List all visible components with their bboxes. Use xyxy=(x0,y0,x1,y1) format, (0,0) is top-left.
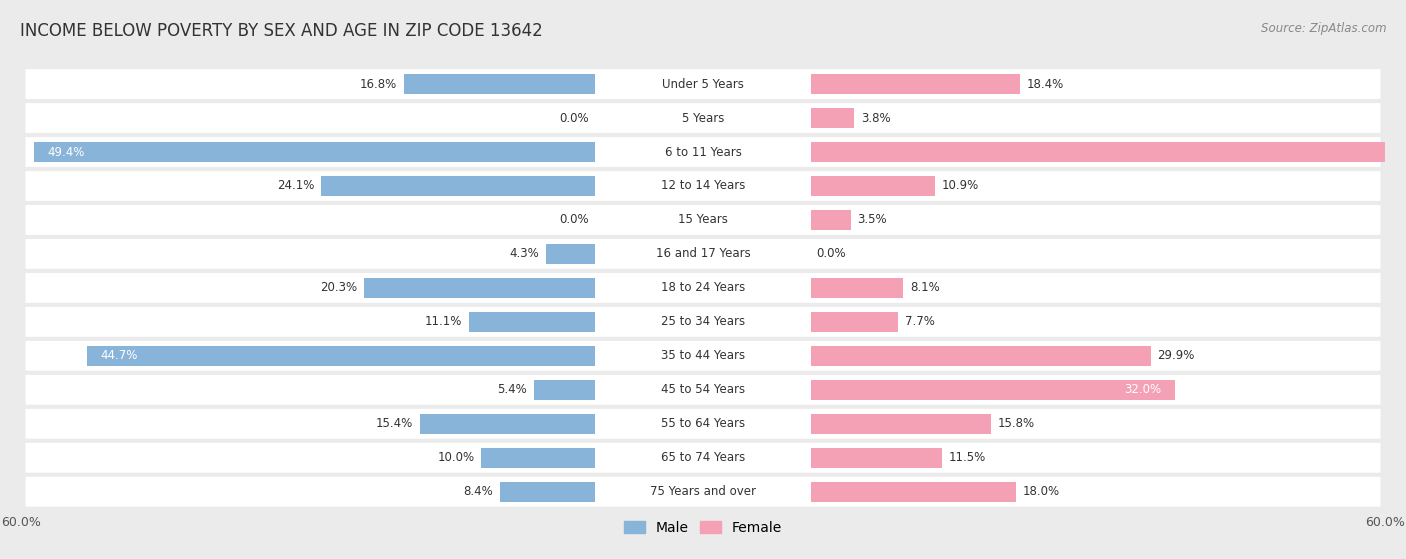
FancyBboxPatch shape xyxy=(24,272,1382,304)
Text: 15.8%: 15.8% xyxy=(997,417,1035,430)
Text: 24.1%: 24.1% xyxy=(277,179,315,192)
Text: 32.0%: 32.0% xyxy=(1123,383,1161,396)
FancyBboxPatch shape xyxy=(24,374,1382,406)
Text: 25 to 34 Years: 25 to 34 Years xyxy=(661,315,745,328)
Text: 44.7%: 44.7% xyxy=(101,349,138,362)
Text: 18.0%: 18.0% xyxy=(1022,485,1060,498)
Text: 45 to 54 Years: 45 to 54 Years xyxy=(661,383,745,396)
FancyBboxPatch shape xyxy=(24,170,1382,202)
Text: 8.4%: 8.4% xyxy=(463,485,492,498)
FancyBboxPatch shape xyxy=(24,306,1382,338)
Bar xyxy=(321,176,595,196)
Text: 65 to 74 Years: 65 to 74 Years xyxy=(661,451,745,464)
Text: 18 to 24 Years: 18 to 24 Years xyxy=(661,281,745,295)
Text: 15.4%: 15.4% xyxy=(375,417,413,430)
Bar xyxy=(404,74,595,94)
Text: 29.9%: 29.9% xyxy=(1157,349,1195,362)
Bar xyxy=(811,142,1406,162)
Bar xyxy=(468,312,595,332)
Bar xyxy=(420,414,595,434)
Bar xyxy=(811,278,903,298)
Text: 20.3%: 20.3% xyxy=(321,281,357,295)
Bar xyxy=(534,380,595,400)
Text: 0.0%: 0.0% xyxy=(817,248,846,260)
Bar xyxy=(811,380,1174,400)
Bar xyxy=(34,142,595,162)
Bar xyxy=(364,278,595,298)
FancyBboxPatch shape xyxy=(24,476,1382,508)
Text: INCOME BELOW POVERTY BY SEX AND AGE IN ZIP CODE 13642: INCOME BELOW POVERTY BY SEX AND AGE IN Z… xyxy=(20,22,543,40)
Text: 8.1%: 8.1% xyxy=(910,281,939,295)
Bar xyxy=(546,244,595,264)
Bar xyxy=(481,448,595,468)
FancyBboxPatch shape xyxy=(24,102,1382,134)
Text: 16.8%: 16.8% xyxy=(360,78,398,91)
Text: 11.5%: 11.5% xyxy=(949,451,986,464)
Text: 49.4%: 49.4% xyxy=(48,145,84,159)
Text: 15 Years: 15 Years xyxy=(678,214,728,226)
Text: 11.1%: 11.1% xyxy=(425,315,463,328)
Bar xyxy=(811,176,935,196)
FancyBboxPatch shape xyxy=(24,340,1382,372)
Text: 35 to 44 Years: 35 to 44 Years xyxy=(661,349,745,362)
Text: 5 Years: 5 Years xyxy=(682,112,724,125)
Bar xyxy=(811,210,851,230)
Text: 7.7%: 7.7% xyxy=(905,315,935,328)
Text: 55 to 64 Years: 55 to 64 Years xyxy=(661,417,745,430)
Text: 75 Years and over: 75 Years and over xyxy=(650,485,756,498)
Bar xyxy=(499,481,595,502)
FancyBboxPatch shape xyxy=(24,238,1382,270)
Bar xyxy=(811,448,942,468)
Text: Under 5 Years: Under 5 Years xyxy=(662,78,744,91)
Legend: Male, Female: Male, Female xyxy=(624,521,782,535)
Bar xyxy=(811,345,1150,366)
Text: 3.5%: 3.5% xyxy=(858,214,887,226)
Text: 0.0%: 0.0% xyxy=(560,112,589,125)
Text: 0.0%: 0.0% xyxy=(560,214,589,226)
FancyBboxPatch shape xyxy=(24,442,1382,473)
Text: 10.9%: 10.9% xyxy=(942,179,979,192)
FancyBboxPatch shape xyxy=(24,68,1382,100)
Text: 12 to 14 Years: 12 to 14 Years xyxy=(661,179,745,192)
FancyBboxPatch shape xyxy=(24,204,1382,236)
Text: Source: ZipAtlas.com: Source: ZipAtlas.com xyxy=(1261,22,1386,35)
Bar xyxy=(87,345,595,366)
Text: 16 and 17 Years: 16 and 17 Years xyxy=(655,248,751,260)
Text: 3.8%: 3.8% xyxy=(860,112,890,125)
Text: 18.4%: 18.4% xyxy=(1026,78,1064,91)
Bar xyxy=(811,312,898,332)
FancyBboxPatch shape xyxy=(24,136,1382,168)
Text: 10.0%: 10.0% xyxy=(437,451,475,464)
Bar xyxy=(811,108,855,128)
FancyBboxPatch shape xyxy=(24,408,1382,440)
Bar xyxy=(811,481,1015,502)
Text: 4.3%: 4.3% xyxy=(509,248,540,260)
Text: 5.4%: 5.4% xyxy=(498,383,527,396)
Text: 6 to 11 Years: 6 to 11 Years xyxy=(665,145,741,159)
Bar xyxy=(811,74,1021,94)
Bar xyxy=(811,414,991,434)
